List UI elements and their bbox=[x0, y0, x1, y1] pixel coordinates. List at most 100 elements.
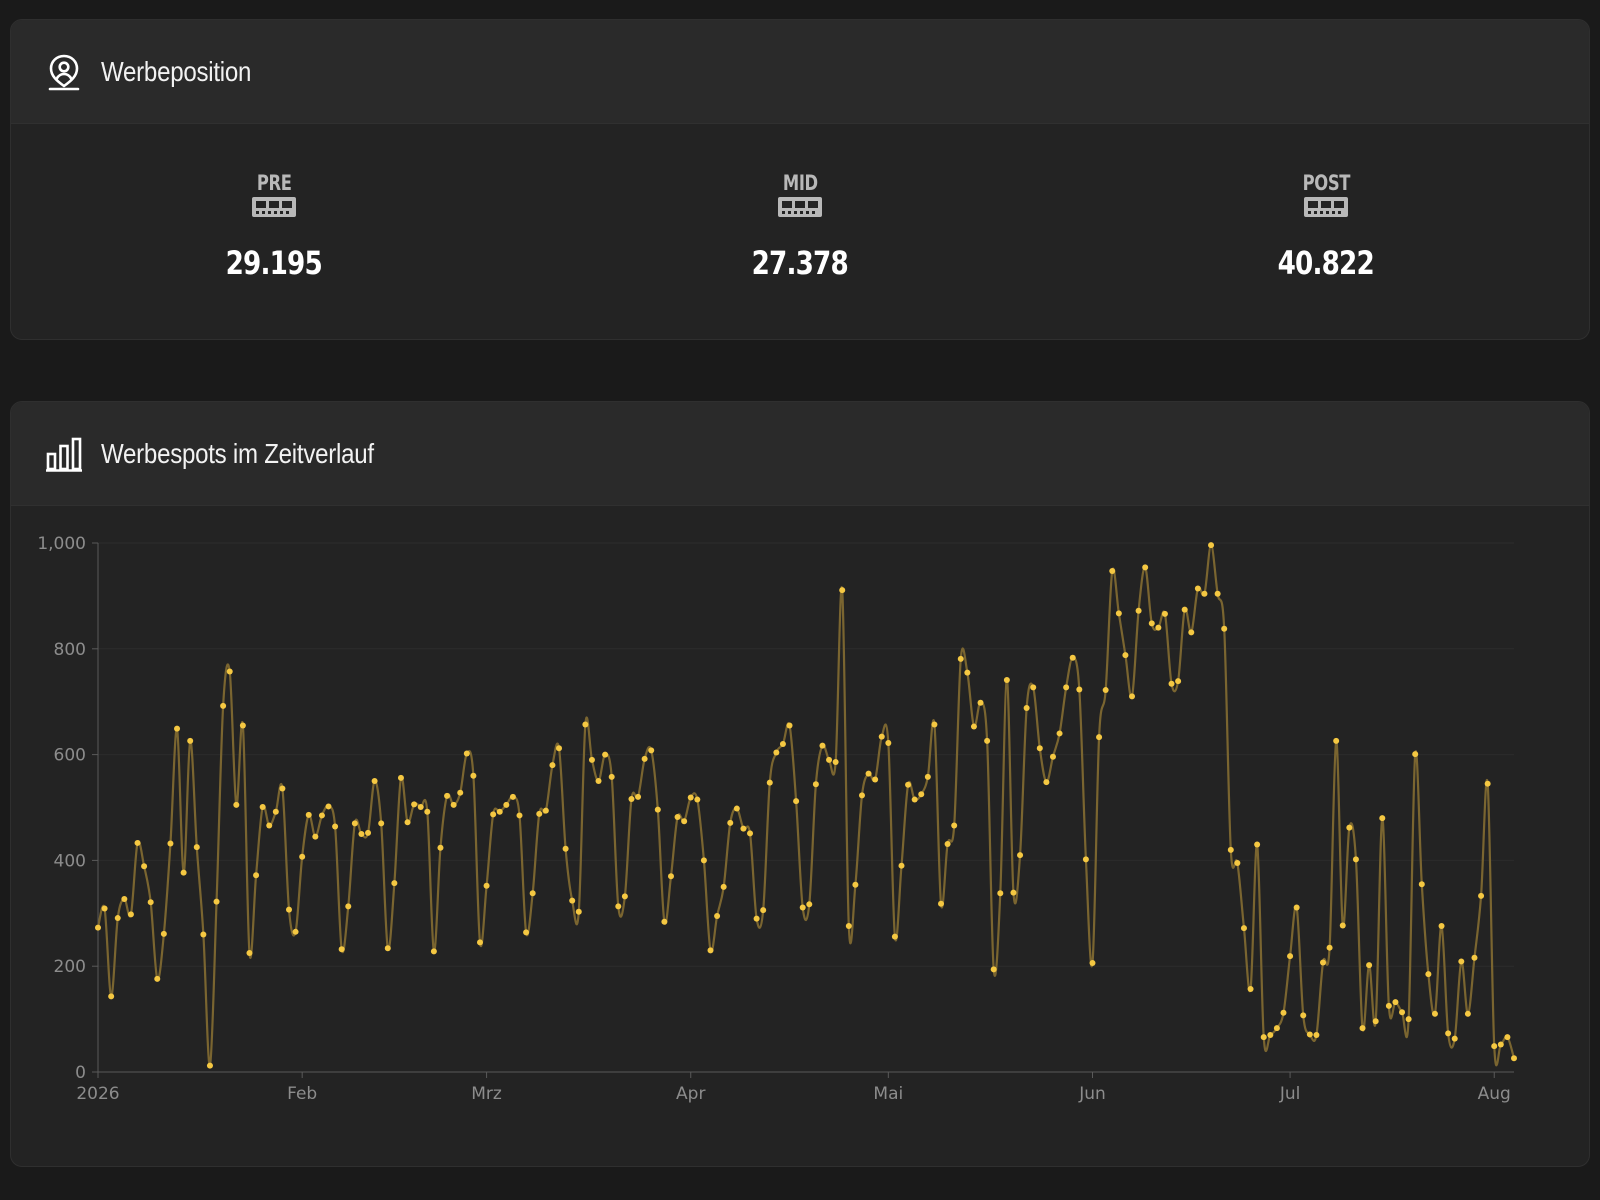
x-tick-label: Aug bbox=[1478, 1084, 1511, 1104]
data-point bbox=[628, 796, 635, 803]
data-point bbox=[1346, 824, 1353, 831]
data-point bbox=[1392, 999, 1399, 1006]
film-strip-icon bbox=[1303, 196, 1349, 222]
data-point bbox=[279, 785, 286, 792]
data-point bbox=[1017, 852, 1024, 859]
data-point bbox=[641, 755, 648, 762]
data-point bbox=[839, 587, 846, 594]
data-point bbox=[147, 899, 154, 906]
data-point bbox=[1122, 652, 1129, 659]
data-point bbox=[661, 918, 668, 925]
data-point bbox=[905, 781, 912, 788]
data-point bbox=[1372, 1018, 1379, 1025]
data-point bbox=[845, 923, 852, 929]
data-point bbox=[984, 737, 991, 744]
data-point bbox=[891, 933, 898, 940]
data-point bbox=[878, 733, 885, 740]
data-point bbox=[1076, 686, 1083, 693]
data-point bbox=[1504, 1034, 1511, 1041]
data-point bbox=[318, 812, 325, 819]
data-point bbox=[779, 741, 786, 748]
data-point bbox=[542, 807, 549, 814]
data-point bbox=[1109, 568, 1116, 575]
data-point bbox=[378, 820, 385, 827]
data-point bbox=[990, 966, 997, 973]
data-point bbox=[1464, 1010, 1471, 1017]
data-point bbox=[1043, 779, 1050, 786]
data-point bbox=[437, 844, 444, 851]
data-point bbox=[411, 801, 418, 808]
data-point bbox=[1069, 654, 1076, 661]
data-point bbox=[365, 829, 372, 836]
data-point bbox=[167, 840, 174, 847]
data-point bbox=[727, 819, 734, 826]
chart-series-line bbox=[96, 544, 1516, 1067]
data-point bbox=[819, 742, 826, 749]
data-point bbox=[424, 808, 431, 815]
data-point bbox=[160, 930, 167, 937]
data-point bbox=[793, 798, 800, 805]
ad-position-title: Werbeposition bbox=[101, 55, 252, 87]
data-point bbox=[970, 723, 977, 730]
position-label: MID bbox=[782, 171, 818, 195]
x-tick-label: Apr bbox=[676, 1084, 705, 1104]
data-point bbox=[1359, 1025, 1366, 1032]
data-point bbox=[1471, 954, 1478, 961]
data-point bbox=[1497, 1041, 1504, 1048]
x-tick-label: Feb bbox=[287, 1084, 317, 1104]
data-point bbox=[556, 745, 563, 752]
data-point bbox=[977, 699, 984, 706]
data-point bbox=[714, 912, 721, 919]
chart-axes: 0 200 400 600 800 1,000 2026 Feb Mrz Apr Mai Jun Jul… bbox=[37, 534, 1514, 1104]
data-point bbox=[1142, 564, 1149, 571]
film-strip-icon bbox=[777, 196, 823, 222]
data-point bbox=[239, 722, 246, 729]
data-point bbox=[312, 833, 319, 840]
map-pin-user-icon bbox=[45, 53, 83, 91]
data-point bbox=[1049, 753, 1056, 760]
data-point bbox=[1333, 737, 1340, 744]
ad-spots-chart-title: Werbespots im Zeitverlauf bbox=[101, 437, 374, 469]
data-point bbox=[1096, 734, 1103, 741]
data-point bbox=[1484, 780, 1491, 787]
data-point bbox=[1491, 1043, 1498, 1050]
data-point bbox=[1399, 1009, 1406, 1016]
data-point bbox=[575, 908, 582, 915]
data-point bbox=[602, 751, 609, 758]
data-point bbox=[1003, 677, 1010, 684]
data-point bbox=[187, 737, 194, 744]
data-point bbox=[681, 818, 688, 825]
data-point bbox=[812, 781, 819, 788]
x-tick-label: 2026 bbox=[76, 1084, 119, 1104]
data-point bbox=[1385, 1002, 1392, 1009]
data-point bbox=[944, 841, 951, 847]
data-point bbox=[911, 796, 918, 803]
data-point bbox=[516, 812, 523, 819]
data-point bbox=[200, 931, 207, 938]
data-point bbox=[417, 803, 424, 810]
data-point bbox=[391, 880, 398, 887]
data-point bbox=[826, 756, 833, 763]
data-point bbox=[588, 756, 595, 763]
data-point bbox=[1175, 678, 1182, 685]
data-point bbox=[799, 904, 806, 911]
data-point bbox=[667, 873, 674, 880]
data-point bbox=[503, 801, 510, 808]
data-point bbox=[1247, 985, 1254, 992]
data-point bbox=[1056, 730, 1063, 737]
position-value: 27.378 bbox=[751, 244, 849, 282]
data-point bbox=[384, 945, 391, 952]
data-point bbox=[1234, 860, 1241, 867]
data-point bbox=[1254, 841, 1261, 848]
data-point bbox=[1418, 881, 1425, 888]
data-point bbox=[1194, 585, 1201, 592]
data-point bbox=[964, 669, 971, 676]
data-point bbox=[1148, 620, 1155, 627]
data-point bbox=[938, 900, 945, 907]
data-point bbox=[108, 993, 115, 1000]
data-point bbox=[1063, 684, 1070, 691]
chart-grid bbox=[98, 542, 1514, 967]
data-point bbox=[747, 830, 754, 837]
data-point bbox=[332, 823, 339, 830]
data-point bbox=[931, 721, 938, 728]
